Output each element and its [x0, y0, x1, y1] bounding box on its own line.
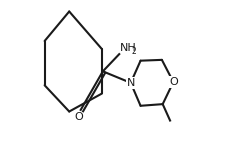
Text: O: O: [75, 112, 84, 122]
Text: 2: 2: [132, 47, 137, 56]
Text: NH: NH: [120, 43, 137, 53]
Text: N: N: [126, 78, 135, 88]
Text: O: O: [170, 77, 179, 87]
